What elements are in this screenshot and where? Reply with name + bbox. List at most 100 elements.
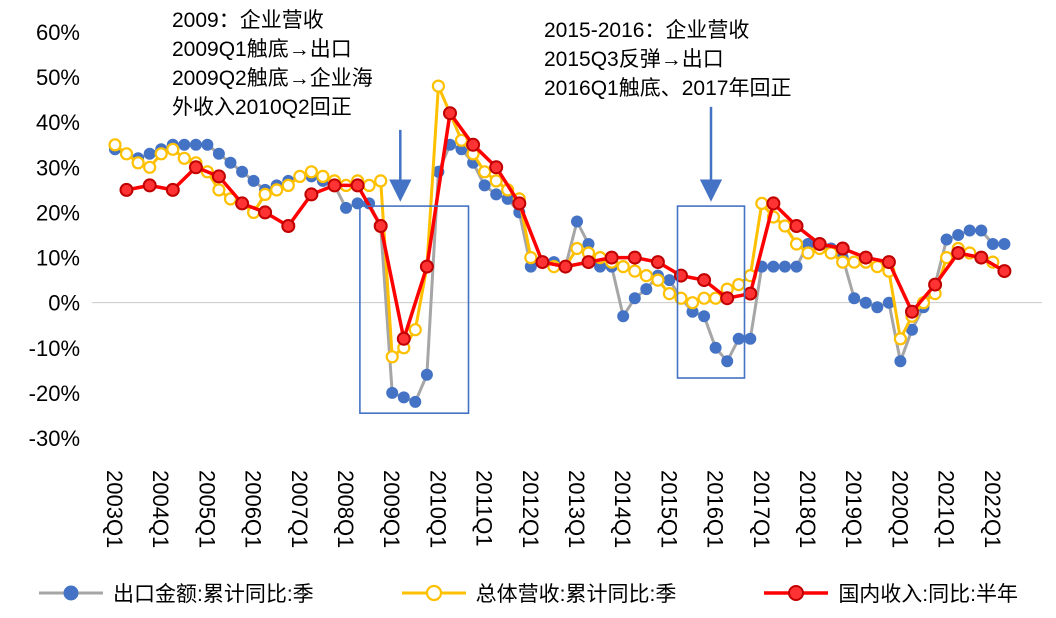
highlight-box [359, 205, 470, 415]
series-marker-1 [836, 255, 850, 269]
highlight-box [676, 205, 746, 379]
series-marker-0 [963, 224, 976, 237]
series-marker-0 [940, 233, 953, 246]
x-axis-tick-label: 2014Q1 [610, 470, 635, 548]
y-axis-tick-label: 30% [36, 155, 80, 180]
series-marker-1 [431, 79, 445, 93]
series-marker-2 [812, 237, 827, 251]
series-marker-1 [697, 291, 711, 305]
series-marker-1 [154, 147, 168, 161]
series-marker-0 [247, 174, 260, 187]
series-marker-2 [304, 187, 319, 202]
series-marker-2 [835, 241, 850, 256]
series-marker-0 [975, 224, 988, 237]
series-marker-2 [211, 169, 226, 184]
series-marker-0 [340, 201, 352, 214]
series-marker-1 [212, 183, 226, 197]
series-marker-1 [293, 169, 307, 183]
series-marker-2 [350, 178, 365, 193]
x-axis-tick-label: 2020Q1 [887, 470, 912, 548]
series-marker-2 [789, 219, 804, 233]
series-marker-1 [651, 273, 665, 287]
series-marker-0 [952, 229, 965, 241]
series-marker-0 [490, 188, 503, 201]
y-axis-tick-label: 20% [36, 200, 80, 225]
series-marker-2 [466, 137, 481, 152]
series-marker-1 [824, 246, 838, 260]
legend-label-total-revenue: 总体营收:累计同比:季 [475, 583, 677, 606]
series-marker-2 [373, 219, 388, 233]
legend-marker-total-revenue-icon [401, 583, 467, 603]
series-marker-2 [881, 255, 896, 270]
series-marker-1 [628, 264, 642, 278]
series-marker-1 [639, 269, 653, 283]
x-axis-tick-label: 2017Q1 [749, 470, 774, 548]
y-axis-tick-label: 0% [48, 291, 80, 316]
annotation-2015-line1: 2015-2016：企业营收 [544, 19, 750, 42]
x-axis-tick-label: 2016Q1 [703, 470, 728, 548]
x-axis-tick-label: 2005Q1 [194, 470, 219, 548]
series-marker-1 [119, 147, 134, 161]
x-axis-tick-label: 2008Q1 [333, 470, 358, 548]
series-marker-0 [201, 138, 214, 151]
series-marker-1 [108, 138, 122, 152]
series-marker-2 [258, 205, 273, 220]
series-marker-1 [316, 169, 330, 183]
series-marker-2 [535, 255, 550, 270]
series-marker-2 [928, 277, 943, 292]
y-axis-tick-label: 10% [36, 246, 80, 271]
series-marker-1 [847, 255, 861, 269]
annotation-2009-line2: 2009Q1触底→出口 [172, 38, 352, 61]
series-marker-0 [871, 301, 884, 314]
series-marker-2 [951, 246, 966, 260]
series-marker-0 [778, 260, 791, 273]
series-marker-0 [732, 332, 745, 345]
x-axis-tick-label: 2018Q1 [795, 470, 820, 548]
series-marker-2 [743, 286, 758, 301]
series-marker-2 [905, 304, 919, 319]
series-marker-2 [604, 250, 619, 265]
series-marker-2 [974, 250, 989, 265]
x-axis-tick-label: 2009Q1 [379, 470, 404, 548]
series-marker-2 [188, 160, 203, 175]
series-marker-1 [304, 165, 318, 179]
series-marker-0 [698, 310, 711, 323]
series-marker-0 [178, 138, 191, 151]
series-marker-0 [478, 179, 491, 192]
series-marker-2 [558, 259, 573, 274]
series-marker-2 [142, 178, 157, 193]
series-marker-1 [270, 183, 284, 197]
series-marker-1 [789, 237, 804, 251]
series-marker-2 [650, 255, 665, 270]
series-marker-0 [212, 147, 225, 160]
series-marker-0 [386, 386, 399, 399]
series-marker-0 [409, 395, 422, 408]
legend-marker-domestic-revenue-icon [763, 583, 829, 603]
series-marker-1 [454, 133, 469, 147]
series-line-1 [113, 84, 995, 359]
series-marker-1 [408, 323, 422, 337]
series-marker-1 [143, 160, 157, 174]
series-marker-1 [755, 196, 769, 210]
annotation-2015-line2: 2015Q3反弹→出口 [544, 48, 724, 71]
annotation-2015-line3: 2016Q1触底、2017年回正 [544, 77, 792, 100]
series-marker-0 [189, 138, 202, 151]
y-axis-tick-label: 50% [36, 65, 80, 90]
series-marker-1 [131, 156, 145, 170]
legend-marker-export-icon [38, 583, 104, 603]
series-marker-0 [236, 165, 249, 178]
legend: 出口金额:累计同比:季 总体营收:累计同比:季 国内收入:同比:半年 [0, 578, 1056, 608]
y-axis-tick-label: 40% [36, 110, 80, 135]
series-marker-2 [720, 291, 735, 306]
series-marker-2 [119, 182, 134, 197]
series-marker-1 [362, 178, 376, 192]
series-marker-0 [628, 292, 641, 305]
series-marker-1 [385, 350, 399, 364]
series-marker-1 [870, 260, 884, 274]
series-marker-0 [986, 238, 999, 250]
y-axis-tick-label: 60% [36, 20, 80, 45]
series-marker-0 [998, 238, 1011, 250]
series-marker-2 [235, 196, 250, 211]
series-marker-1 [281, 178, 295, 192]
series-marker-0 [617, 310, 630, 323]
